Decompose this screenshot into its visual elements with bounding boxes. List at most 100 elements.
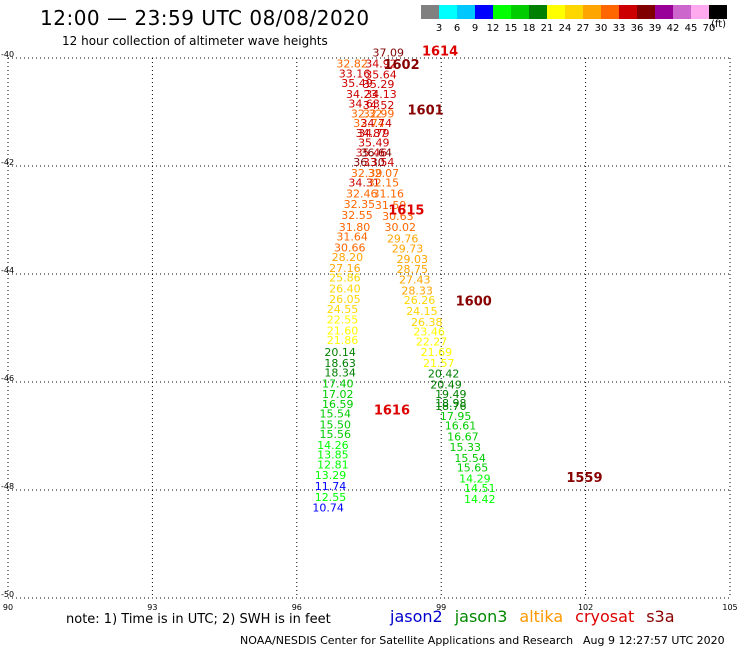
wave-height-label: 34.87 [356, 127, 388, 140]
wave-height-label: 32.74 [353, 117, 385, 130]
wave-height-label: 32.82 [336, 58, 368, 71]
pass-time-label: 1614 [422, 44, 458, 59]
pass-time-label: 1600 [456, 294, 492, 309]
wave-height-label: 32.99 [363, 107, 395, 120]
legend-item-jason3: jason3 [454, 607, 508, 626]
footer-timestamp: Aug 9 12:27:57 UTC 2020 [583, 634, 725, 647]
wave-height-label: 12.81 [317, 458, 349, 471]
wave-height-label: 13.85 [317, 449, 349, 462]
wave-height-label: 34.79 [358, 127, 390, 140]
colorbar-label: 39 [649, 23, 662, 34]
x-tick-label: 90 [3, 603, 13, 612]
wave-height-label: 31.64 [336, 231, 368, 244]
wave-height-label: 29.73 [392, 242, 424, 255]
colorbar-swatch [493, 5, 511, 19]
footnote: note: 1) Time is in UTC; 2) SWH is in fe… [66, 612, 331, 627]
wave-height-label: 31.16 [373, 187, 405, 200]
wave-height-label: 18.34 [324, 367, 356, 380]
wave-height-label: 25.86 [329, 272, 361, 285]
y-tick-label: -46 [1, 374, 14, 383]
colorbar-label: 18 [523, 23, 536, 34]
wave-height-label: 10.74 [312, 502, 344, 515]
x-tick-label: 96 [292, 603, 302, 612]
wave-height-label: 17.02 [322, 388, 354, 401]
wave-height-label: 21.86 [327, 334, 359, 347]
wave-height-label: 15.56 [320, 428, 352, 441]
colorbar-label: 21 [541, 23, 554, 34]
wave-height-label: 32.55 [341, 209, 373, 222]
wave-height-label: 29.76 [387, 233, 419, 246]
wave-height-label: 34.52 [363, 99, 395, 112]
wave-height-label: 28.20 [332, 251, 364, 264]
wave-height-label: 35.64 [365, 69, 397, 82]
colorbar-swatch [673, 5, 691, 19]
colorbar-swatch [565, 5, 583, 19]
wave-height-label: 34.74 [360, 117, 392, 130]
wave-height-label: 22.27 [416, 335, 448, 348]
wave-height-label: 19.49 [435, 388, 467, 401]
x-tick-label: 93 [147, 603, 157, 612]
wave-height-label: 15.54 [320, 408, 352, 421]
colorbar-swatch [709, 5, 727, 19]
legend-item-s3a: s3a [646, 607, 675, 626]
wave-height-label: 37.09 [373, 46, 405, 59]
chart-subtitle: 12 hour collection of altimeter wave hei… [62, 34, 328, 48]
colorbar-swatch [475, 5, 493, 19]
wave-height-label: 13.29 [315, 469, 347, 482]
wave-height-label: 29.03 [397, 253, 429, 266]
wave-height-label: 28.75 [397, 263, 429, 276]
wave-height-label: 32.32 [351, 107, 383, 120]
colorbar-swatch [655, 5, 673, 19]
wave-height-label: 34.92 [365, 58, 397, 71]
wave-height-label: 30.02 [385, 221, 417, 234]
wave-height-label: 15.65 [457, 462, 489, 475]
wave-height-label: 34.23 [346, 88, 378, 101]
colorbar-label: 15 [505, 23, 518, 34]
wave-height-label: 34.31 [348, 177, 380, 190]
wave-height-label: 21.57 [423, 357, 455, 370]
chart-title: 12:00 — 23:59 UTC 08/08/2020 [40, 6, 370, 30]
wave-height-label: 33.54 [363, 156, 395, 169]
wave-height-label: 14.42 [464, 493, 496, 506]
wave-height-label: 30.66 [334, 241, 366, 254]
colorbar-swatch [547, 5, 565, 19]
y-tick-label: -50 [1, 590, 14, 599]
wave-height-label: 26.40 [329, 282, 361, 295]
wave-height-label: 11.74 [315, 480, 347, 493]
wave-height-label: 18.63 [324, 357, 356, 370]
legend-item-altika: altika [519, 607, 564, 626]
colorbar-label: 70 [703, 23, 716, 34]
wave-height-label: 14.29 [459, 472, 491, 485]
colorbar-label: 36 [631, 23, 644, 34]
wave-height-label: 32.15 [368, 177, 400, 190]
x-tick-label: 102 [578, 603, 593, 612]
wave-height-label: 24.55 [327, 303, 359, 316]
color-scale-bar: 3 6 9 12 15 18 21 24 27 30 33 36 39 42 45 70 [421, 5, 727, 34]
wave-height-label: 32.07 [368, 167, 400, 180]
wave-height-label: 22.55 [327, 314, 359, 327]
wave-height-label: 21.69 [421, 346, 453, 359]
pass-time-label: 1601 [408, 104, 444, 119]
wave-height-label: 31.59 [375, 199, 407, 212]
wave-height-label: 17.40 [322, 377, 354, 390]
y-tick-label: -48 [1, 482, 14, 491]
wave-height-label: 15.33 [450, 441, 482, 454]
colorbar-label: 27 [577, 23, 590, 34]
colorbar-label: 42 [667, 23, 680, 34]
wave-height-label: 34.63 [348, 98, 380, 111]
wave-height-label: 34.13 [365, 88, 397, 101]
pass-time-label: 1616 [374, 403, 410, 418]
colorbar-swatch [601, 5, 619, 19]
wave-height-label: 32.35 [344, 198, 376, 211]
wave-height-label: 15.54 [454, 452, 486, 465]
colorbar-swatch [457, 5, 475, 19]
wave-height-label: 35.49 [341, 77, 373, 90]
wave-height-label: 24.15 [406, 305, 438, 318]
footer-source: NOAA/NESDIS Center for Satellite Applica… [240, 634, 574, 647]
wave-height-label: 33.16 [339, 67, 371, 80]
colorbar-label: 24 [559, 23, 572, 34]
wave-height-label: 36.30 [353, 156, 385, 169]
colorbar-label: 33 [613, 23, 626, 34]
wave-height-label: 20.49 [430, 378, 462, 391]
wave-height-label: 26.05 [329, 293, 361, 306]
